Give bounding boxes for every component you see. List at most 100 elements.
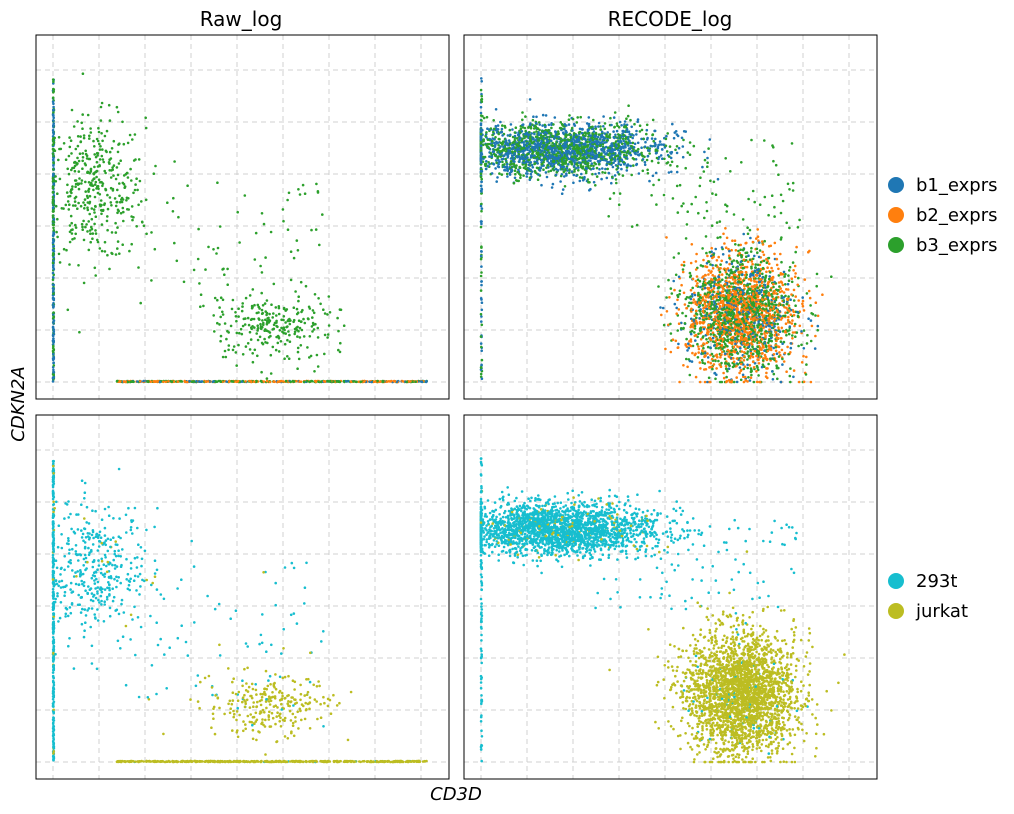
data-point [271, 691, 274, 694]
data-point [265, 650, 268, 653]
data-point [51, 177, 55, 180]
data-point [297, 319, 301, 323]
data-point [248, 330, 252, 334]
data-point [96, 238, 99, 242]
data-point [559, 174, 563, 178]
data-point [496, 156, 499, 160]
data-point [484, 162, 487, 166]
data-point [93, 211, 96, 214]
data-point [479, 105, 483, 109]
data-point [52, 594, 55, 598]
data-point [235, 364, 238, 367]
data-point [688, 153, 692, 156]
data-point [563, 139, 567, 142]
data-point [368, 760, 371, 764]
data-point [586, 178, 590, 181]
data-point [551, 141, 554, 145]
data-point [51, 152, 55, 156]
data-point [392, 760, 396, 763]
data-point [244, 642, 248, 645]
data-point [557, 135, 560, 139]
data-point [52, 464, 55, 468]
data-point [625, 130, 629, 134]
data-point [86, 560, 89, 564]
data-point [80, 529, 83, 532]
x-axis-label: CD3D [430, 784, 482, 805]
data-point [577, 166, 580, 169]
data-point [492, 141, 496, 145]
data-point [610, 181, 613, 185]
data-point [670, 160, 674, 164]
data-point [100, 132, 103, 135]
data-point [167, 380, 170, 383]
data-point [97, 545, 101, 548]
data-point [604, 167, 607, 171]
data-point [518, 158, 522, 161]
data-point [87, 181, 91, 184]
data-point [280, 318, 283, 322]
data-point [52, 292, 55, 296]
data-point [221, 298, 225, 302]
data-point [64, 612, 68, 616]
data-point [108, 196, 112, 199]
data-point [144, 126, 148, 130]
data-point [90, 607, 94, 610]
data-point [504, 139, 508, 142]
data-point [85, 223, 88, 226]
data-point [68, 230, 72, 234]
data-point [271, 328, 275, 331]
data-point [82, 201, 85, 204]
data-point [52, 209, 55, 213]
data-point [332, 693, 335, 697]
data-point [686, 151, 690, 154]
data-point [216, 181, 219, 184]
data-point [231, 380, 235, 383]
data-point [559, 140, 563, 143]
data-point [140, 759, 143, 763]
data-point [52, 339, 55, 343]
data-point [212, 380, 215, 383]
data-point [322, 308, 325, 312]
data-point [253, 722, 256, 725]
panel-raw-log-row-1 [35, 34, 450, 400]
data-point [521, 123, 524, 127]
data-point [129, 528, 133, 532]
data-point [315, 685, 319, 688]
data-point [311, 316, 314, 319]
data-point [52, 319, 56, 322]
data-point [51, 492, 55, 496]
data-point [295, 622, 299, 625]
data-point [162, 597, 166, 601]
data-point [290, 696, 293, 699]
data-point [103, 572, 107, 576]
data-point [66, 565, 70, 568]
data-point [79, 204, 83, 208]
data-point [280, 697, 284, 700]
data-point [57, 136, 61, 139]
data-point [77, 593, 80, 597]
data-point [559, 180, 562, 183]
data-point [196, 760, 199, 763]
data-point [106, 193, 109, 197]
data-point [74, 204, 77, 207]
data-point [597, 121, 601, 125]
data-point [72, 575, 76, 578]
data-point [522, 174, 525, 177]
data-point [290, 731, 293, 735]
data-point [87, 522, 91, 525]
data-point [587, 181, 590, 184]
data-point [586, 144, 589, 147]
data-point [509, 157, 513, 160]
data-point [560, 167, 564, 171]
data-point [413, 759, 416, 763]
data-point [650, 137, 654, 140]
data-point [67, 208, 71, 211]
data-point [63, 517, 66, 520]
data-point [121, 120, 124, 124]
data-point [128, 249, 131, 253]
data-point [522, 166, 526, 170]
data-point [386, 760, 390, 763]
data-point [577, 169, 580, 172]
data-point [52, 758, 55, 762]
data-point [71, 238, 74, 241]
